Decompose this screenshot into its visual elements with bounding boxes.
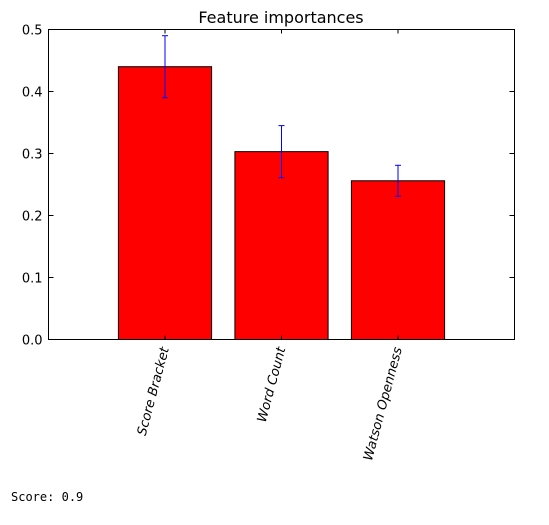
bar-score-bracket [117,66,213,340]
y-axis-ticks: 0.0 0.1 0.2 0.3 0.4 0.5 [22,24,515,349]
bar-watson-openness [350,180,446,340]
x-tick-label-watson-openness: Watson Openness [361,345,406,462]
x-tick-label-word-count: Word Count [255,345,290,424]
score-output: Score: 0.9 [11,490,83,504]
bar-word-count [234,151,329,340]
y-tick-label-3: 0.3 [22,148,43,163]
chart-title: Feature importances [198,8,363,27]
error-bar-watson-openness [395,164,401,197]
y-tick-label-2: 0.2 [22,210,43,225]
y-tick-label-4: 0.4 [22,86,43,101]
y-tick-label-5: 0.5 [22,24,43,39]
score-value: 0.9 [61,490,84,504]
error-bar-word-count [278,125,285,179]
error-bar-score-bracket [162,35,168,99]
bars-group [117,66,446,340]
y-tick-label-1: 0.1 [22,272,43,287]
score-label: Score: [11,490,55,504]
y-tick-label-0: 0.0 [22,334,43,349]
feature-importance-chart: Feature importances 0.0 0.1 0.2 0.3 0.4 0.5 S… [22,8,515,462]
error-bars-group [162,35,401,197]
x-tick-label-score-bracket: Score Bracket [135,345,173,437]
